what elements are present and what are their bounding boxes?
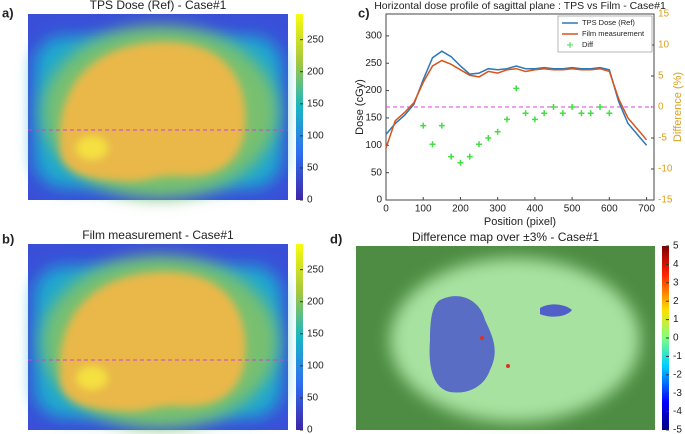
diff-marker (466, 153, 473, 160)
diff-marker (513, 85, 520, 92)
y2-tick-label: 15 (658, 9, 670, 20)
diff-marker (606, 110, 613, 117)
diff-marker (541, 110, 548, 117)
colorbar (296, 14, 303, 200)
colorbar-tick-label: 1 (673, 314, 679, 325)
x-axis-label: Position (pixel) (484, 216, 556, 228)
x-tick-label: 600 (601, 204, 618, 215)
diff-marker (597, 104, 604, 110)
diff-marker (448, 153, 455, 160)
colorbar (662, 246, 669, 430)
x-tick-label: 200 (452, 204, 469, 215)
x-tick-label: 500 (564, 204, 581, 215)
colorbar-tick-label: 150 (307, 328, 324, 339)
legend-label: Film measurement (582, 29, 645, 38)
diff-marker (438, 122, 445, 129)
colorbar-tick-label: 200 (307, 296, 324, 307)
series-line (385, 59, 648, 149)
colorbar-tick-label: 2 (673, 296, 679, 307)
diff-marker (485, 135, 492, 141)
panel-label: c) (358, 5, 370, 20)
map-blob (429, 296, 495, 393)
map-blob (540, 304, 572, 317)
colorbar-tick-label: -5 (673, 425, 682, 434)
colorbar-tick-label: 5 (673, 241, 679, 252)
colorbar-tick-label: 0 (307, 195, 313, 206)
panel-title: Horizontal dose profile of sagittal plan… (374, 0, 666, 12)
diff-marker (559, 110, 566, 117)
heatmap (28, 244, 288, 430)
diff-marker (569, 104, 576, 110)
y-tick-label: 200 (365, 85, 382, 96)
diff-marker (476, 141, 483, 148)
y2-tick-label: 10 (658, 40, 670, 51)
panel-label: a) (2, 5, 14, 20)
colorbar-tick-label: 50 (307, 393, 319, 404)
colorbar-tick-label: 100 (307, 131, 324, 142)
diff-marker (522, 110, 529, 117)
diff-marker (531, 116, 538, 123)
diff-marker (587, 110, 594, 117)
colorbar-tick-label: -4 (673, 406, 682, 417)
colorbar-tick-label: 3 (673, 277, 679, 288)
y-tick-label: 250 (365, 58, 382, 69)
y-tick-label: 0 (376, 195, 382, 206)
panel-label: b) (2, 231, 14, 246)
colorbar-tick-label: 0 (673, 333, 679, 344)
diff-marker (420, 122, 427, 129)
x-tick-label: 400 (527, 204, 544, 215)
diff-marker (457, 159, 464, 166)
y-tick-label: 50 (371, 167, 383, 178)
y2-tick-label: -5 (658, 133, 667, 144)
colorbar-tick-label: 100 (307, 361, 324, 372)
diff-marker (494, 128, 501, 135)
y-tick-label: 300 (365, 31, 382, 42)
y-tick-label: 100 (365, 140, 382, 151)
y2-tick-label: 0 (658, 102, 664, 113)
panel-title: Difference map over ±3% - Case#1 (412, 230, 599, 244)
colorbar (296, 244, 303, 430)
map-spot (506, 364, 510, 368)
heatmap (356, 246, 655, 430)
x-tick-label: 300 (489, 204, 506, 215)
map-body (390, 258, 640, 422)
colorbar-tick-label: 150 (307, 98, 324, 109)
diff-marker (550, 104, 557, 110)
panel-label: d) (330, 231, 342, 246)
legend-label: TPS Dose (Ref) (582, 18, 635, 27)
heatmap (28, 14, 288, 200)
series-line (385, 50, 648, 146)
colorbar-tick-label: -2 (673, 369, 682, 380)
panel-title: Film measurement - Case#1 (82, 228, 234, 242)
map-hotspot (76, 136, 108, 160)
colorbar-tick-label: 250 (307, 264, 324, 275)
colorbar-tick-label: -3 (673, 388, 682, 399)
colorbar-tick-label: 4 (673, 259, 679, 270)
x-tick-label: 100 (415, 204, 432, 215)
colorbar-tick-label: 200 (307, 66, 324, 77)
y2-axis-label: Difference (%) (672, 72, 684, 142)
y2-tick-label: -15 (658, 195, 673, 206)
y2-tick-label: -10 (658, 164, 673, 175)
diff-marker (503, 116, 510, 123)
y-axis-label: Dose (cGy) (354, 79, 366, 135)
x-tick-label: 0 (383, 204, 389, 215)
x-tick-label: 700 (638, 204, 655, 215)
diff-marker (578, 110, 585, 117)
map-hotspot (76, 366, 108, 390)
y-tick-label: 150 (365, 113, 382, 124)
map-spot (480, 336, 484, 340)
colorbar-tick-label: -1 (673, 351, 682, 362)
legend-marker (567, 42, 573, 48)
diff-marker (429, 141, 436, 148)
colorbar-tick-label: 50 (307, 163, 319, 174)
y2-tick-label: 5 (658, 71, 664, 82)
panel-title: TPS Dose (Ref) - Case#1 (90, 0, 227, 12)
legend-label: Diff (582, 40, 594, 49)
colorbar-tick-label: 0 (307, 425, 313, 434)
colorbar-tick-label: 250 (307, 34, 324, 45)
